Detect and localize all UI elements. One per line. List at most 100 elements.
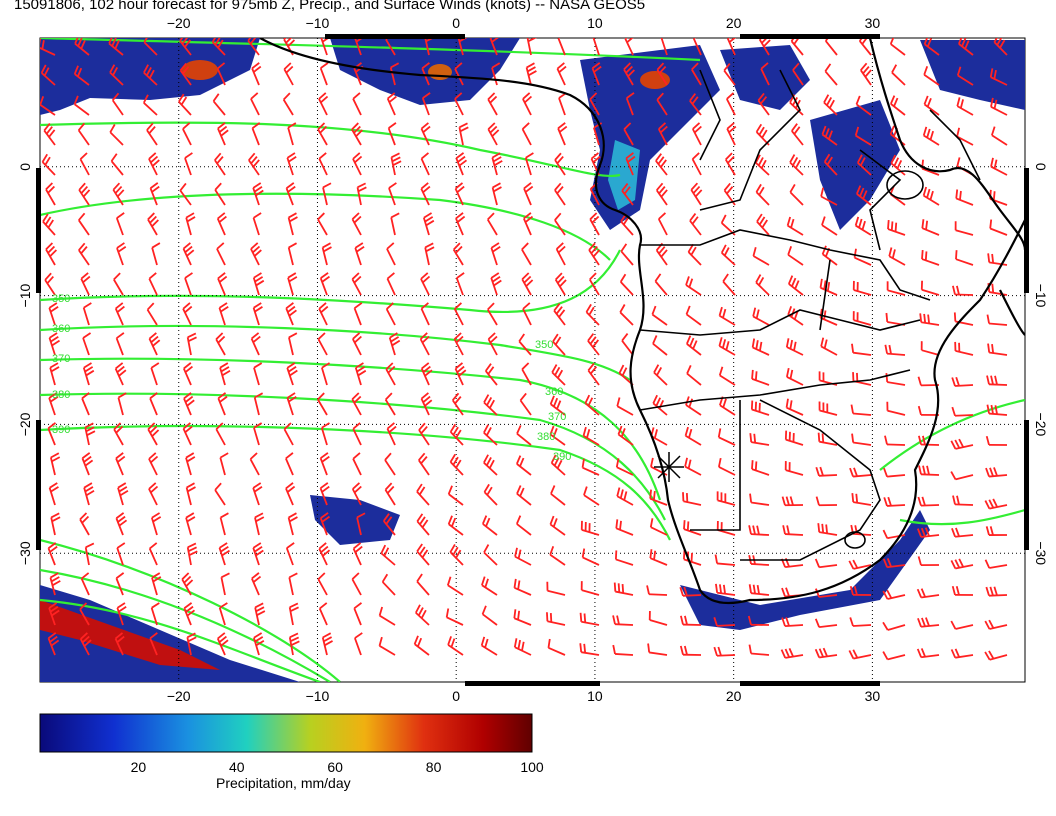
wind-barb-shaft [751, 378, 770, 386]
lon-tick-label-bottom: −20 [167, 688, 191, 704]
wind-barb-flag [623, 491, 628, 501]
wind-barb-flag [117, 515, 126, 523]
wind-barb-shaft [319, 487, 328, 506]
wind-barb-flag [516, 455, 522, 465]
wind-barb-flag [552, 428, 558, 438]
wind-barb-shaft [185, 517, 192, 536]
wind-barb-flag [790, 38, 795, 42]
wind-barb-flag [751, 338, 756, 348]
wind-barb-flag [320, 62, 329, 69]
wind-barb-flag [354, 632, 363, 639]
wind-barb-flag [249, 452, 258, 460]
wind-barb-flag [41, 153, 48, 163]
wind-barb-shaft [79, 518, 90, 536]
wind-barb-flag [559, 279, 567, 288]
wind-barb-shaft [79, 638, 90, 656]
wind-barb-shaft [655, 249, 668, 266]
wind-barb-flag [418, 452, 426, 461]
wind-barb-shaft [717, 499, 736, 506]
wind-barb-shaft [516, 523, 532, 536]
wind-barb-shaft [623, 68, 634, 86]
wind-barb-shaft [184, 157, 192, 176]
wind-barb-flag [416, 573, 423, 582]
wind-barb-flag [82, 275, 91, 284]
wind-barb-flag [521, 362, 530, 370]
wind-barb-flag [452, 426, 459, 436]
wind-barb-flag [109, 124, 116, 133]
wind-barb-shaft [691, 158, 702, 176]
wind-barb-flag [492, 276, 501, 283]
wind-barb-flag [728, 125, 737, 134]
wind-barb-flag [449, 453, 456, 463]
wind-barb-flag [756, 213, 763, 223]
wind-barb-flag [73, 65, 79, 75]
wind-barb-shaft [217, 128, 226, 146]
wind-barb-flag [782, 525, 786, 535]
wind-barb-flag [151, 512, 161, 519]
wind-barb-shaft [482, 613, 498, 626]
wind-barb-flag [550, 454, 557, 464]
wind-barb-shaft [683, 558, 702, 566]
wind-barb-flag [691, 62, 699, 71]
wind-barb-shaft [954, 384, 974, 387]
wind-barb-flag [116, 212, 125, 219]
wind-barb-shaft [113, 428, 124, 446]
wind-barb-flag [593, 38, 595, 39]
wind-barb-flag [47, 185, 55, 194]
wind-barb-shaft [786, 376, 804, 386]
wind-barb-flag [826, 156, 833, 166]
wind-barb-flag [386, 485, 395, 494]
wind-barb-flag [989, 467, 994, 477]
wind-barb-shaft [551, 371, 566, 386]
wind-barb-shaft [791, 130, 804, 146]
wind-barb-flag [454, 396, 462, 405]
wind-barb-flag [786, 525, 790, 535]
border-5 [740, 399, 881, 561]
wind-barb-shaft [114, 308, 124, 326]
wind-barb-shaft [921, 167, 940, 176]
wind-barb-shaft [624, 38, 634, 56]
wind-barb-shaft [151, 517, 158, 536]
wind-barb-shaft [147, 218, 158, 236]
wind-barb-flag [148, 152, 157, 160]
wind-barb-flag [420, 302, 429, 310]
wind-barb-flag [856, 185, 862, 195]
wind-barb-shaft [83, 487, 90, 506]
wind-barb-shaft [148, 278, 158, 296]
coastline-layer [259, 38, 1025, 605]
wind-barb-flag [751, 460, 754, 470]
wind-barb-flag [989, 526, 994, 536]
wind-barb-shaft [921, 258, 940, 266]
wind-barb-flag [254, 276, 264, 283]
wind-barb-flag [851, 493, 855, 503]
wind-barb-flag [413, 635, 419, 645]
wind-barb-shaft [483, 432, 498, 446]
border-7 [859, 149, 902, 251]
wind-barb-shaft [449, 551, 464, 566]
wind-barb-flag [748, 525, 752, 535]
wind-barb-flag [353, 125, 361, 134]
wind-barb-shaft [415, 612, 430, 626]
wind-barb-flag [921, 250, 924, 260]
wind-barb-shaft [82, 307, 90, 326]
wind-barb-flag [450, 638, 456, 648]
wind-barb-flag [951, 377, 956, 387]
wind-barb-flag [216, 156, 224, 165]
wind-barb-shaft [523, 218, 532, 236]
wind-barb-shaft [819, 564, 838, 569]
wind-barb-flag [447, 636, 452, 646]
wind-barb-flag [119, 489, 129, 497]
wind-barb-flag [388, 122, 397, 129]
wind-barb-shaft [921, 349, 940, 356]
wind-barb-shaft [719, 404, 736, 416]
wind-barb-flag [487, 92, 496, 100]
wind-barb-flag [49, 482, 58, 489]
wind-barb-flag [251, 122, 261, 129]
wind-barb-shaft [351, 128, 362, 146]
wind-barb-shaft [819, 594, 838, 598]
wind-barb-shaft [685, 313, 702, 326]
wind-barb-flag [181, 572, 190, 580]
lon-tick-label-bottom: 20 [726, 688, 742, 704]
wind-barb-flag [179, 38, 184, 42]
wind-barb-flag [255, 639, 265, 647]
